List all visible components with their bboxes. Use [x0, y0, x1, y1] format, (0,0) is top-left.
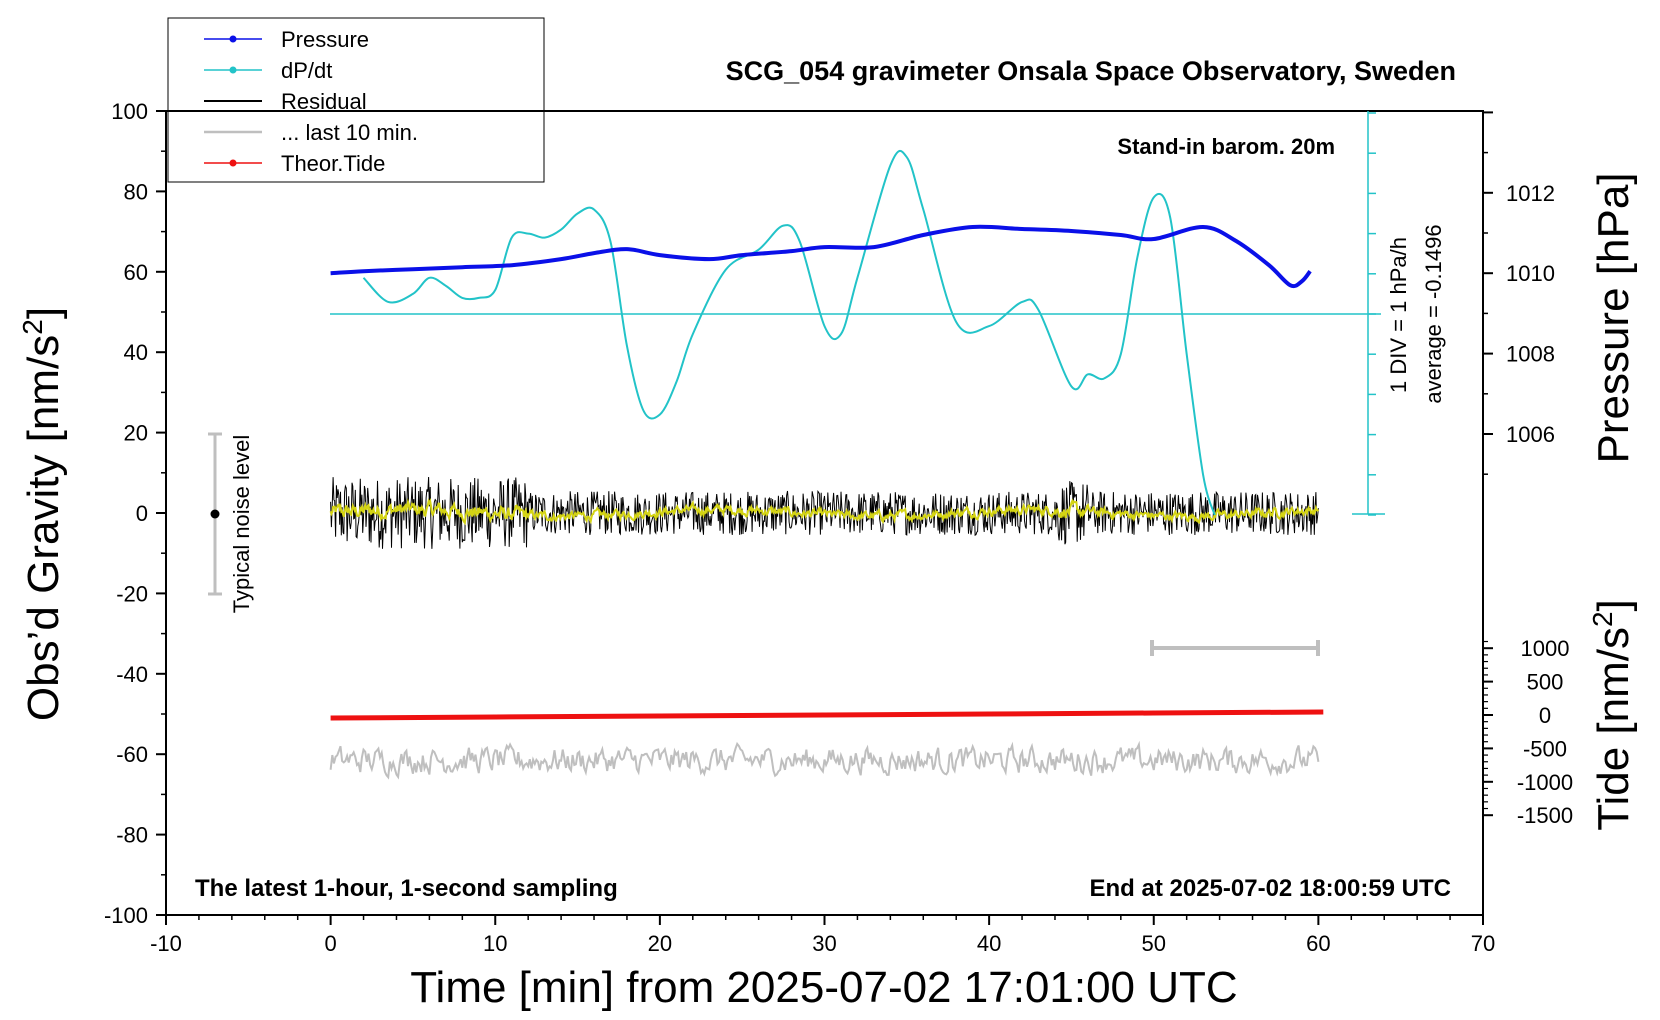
- tide-axis-ticks: 1000 500 0 -500 -1000 -1500: [1483, 636, 1573, 828]
- legend-label-residual: Residual: [281, 89, 367, 114]
- barometer-note: Stand-in barom. 20m: [1117, 134, 1335, 159]
- legend-marker-pressure: [229, 35, 237, 43]
- y-tick-label-5: 0: [136, 501, 148, 526]
- y-axis-label-main: Obs’d Gravity [nm/s: [19, 335, 68, 721]
- legend: Pressure dP/dt Residual ... last 10 min.…: [167, 17, 545, 183]
- y-tick-label-3: 40: [124, 340, 148, 365]
- y-tick-label-1: 80: [124, 179, 148, 204]
- legend-label-last10: ... last 10 min.: [281, 120, 418, 145]
- x-tick-label-1: 0: [325, 931, 337, 956]
- legend-marker-dpdt: [229, 66, 237, 74]
- legend-entry-dpdt: dP/dt: [204, 58, 332, 83]
- div-note: 1 DIV = 1 hPa/h: [1386, 237, 1411, 393]
- x-tick-label-7: 60: [1306, 931, 1330, 956]
- y-tick-label-6: -20: [116, 581, 148, 606]
- y-axis-ticks: 100 80 60 40 20 0 -20 -40 -60 -80 -100: [104, 99, 166, 928]
- noise-dot: [210, 509, 220, 519]
- y-axis-label: Obs’d Gravity [nm/s2]: [17, 307, 68, 721]
- series-last10-gray-line: [329, 740, 1320, 780]
- sampling-note: The latest 1-hour, 1-second sampling: [195, 875, 618, 902]
- pressure-axis-ticks: 1012 1010 1008 1006: [1483, 111, 1555, 475]
- average-note: average = -0.1496: [1421, 224, 1446, 403]
- x-axis-ticks: -10 0 10 20 30 40 50 60 70: [150, 915, 1495, 956]
- legend-label-pressure: Pressure: [281, 27, 369, 52]
- pressure-tick-label-2: 1008: [1506, 342, 1555, 367]
- x-tick-label-5: 40: [977, 931, 1001, 956]
- pressure-tick-label-3: 1006: [1506, 422, 1555, 447]
- dpdt-div-scale: [1352, 111, 1385, 516]
- series-theor-tide-line: [330, 709, 1324, 721]
- y-tick-label-0: 100: [111, 99, 148, 124]
- tide-tick-label-0: 1000: [1521, 636, 1570, 661]
- tide-axis-label-sup: 2: [1587, 611, 1618, 627]
- series-pressure-line: [330, 224, 1312, 289]
- noise-level-marker: Typical noise level: [208, 432, 254, 614]
- legend-entry-tide: Theor.Tide: [204, 151, 385, 176]
- y-tick-label-9: -80: [116, 823, 148, 848]
- pressure-axis-label: Pressure [hPa]: [1589, 172, 1638, 463]
- y-axis-label-sup: 2: [17, 319, 48, 335]
- y-tick-label-4: 20: [124, 421, 148, 446]
- tide-axis-label-tail: ]: [1589, 599, 1638, 611]
- tide-axis-label: Tide [nm/s2]: [1587, 599, 1638, 831]
- y-tick-label-10: -100: [104, 903, 148, 928]
- x-axis-label: Time [min] from 2025-07-02 17:01:00 UTC: [410, 963, 1237, 1012]
- pressure-tick-label-0: 1012: [1506, 181, 1555, 206]
- legend-entry-pressure: Pressure: [204, 27, 369, 52]
- end-time-note: End at 2025-07-02 18:00:59 UTC: [1090, 875, 1452, 902]
- x-tick-label-4: 30: [812, 931, 836, 956]
- y-axis-label-tail: ]: [19, 307, 68, 319]
- legend-label-dpdt: dP/dt: [281, 58, 332, 83]
- tide-tick-label-5: -1500: [1517, 803, 1573, 828]
- pressure-tick-label-1: 1010: [1506, 261, 1555, 286]
- legend-entry-residual: Residual: [204, 89, 367, 114]
- series-last10-line: [329, 497, 1320, 526]
- tide-tick-label-4: -1000: [1517, 770, 1573, 795]
- x-tick-label-3: 20: [648, 931, 672, 956]
- x-tick-label-0: -10: [150, 931, 182, 956]
- y-tick-label-7: -40: [116, 662, 148, 687]
- tide-tick-label-3: -500: [1523, 736, 1567, 761]
- y-tick-label-8: -60: [116, 742, 148, 767]
- legend-marker-tide: [229, 159, 237, 167]
- series-residual-line: [330, 476, 1319, 549]
- x-tick-label-2: 10: [483, 931, 507, 956]
- last-10-min-range-bar: [1150, 640, 1320, 656]
- noise-label: Typical noise level: [229, 435, 254, 614]
- chart-title: SCG_054 gravimeter Onsala Space Observat…: [726, 56, 1456, 86]
- tide-tick-label-1: 500: [1527, 670, 1564, 695]
- x-tick-label-6: 50: [1142, 931, 1166, 956]
- tide-axis-label-main: Tide [nm/s: [1589, 627, 1638, 831]
- series-dpdt-line: [362, 149, 1216, 516]
- legend-entry-last10: ... last 10 min.: [204, 120, 418, 145]
- legend-label-tide: Theor.Tide: [281, 151, 385, 176]
- tide-tick-label-2: 0: [1539, 703, 1551, 728]
- x-tick-label-8: 70: [1471, 931, 1495, 956]
- y-tick-label-2: 60: [124, 260, 148, 285]
